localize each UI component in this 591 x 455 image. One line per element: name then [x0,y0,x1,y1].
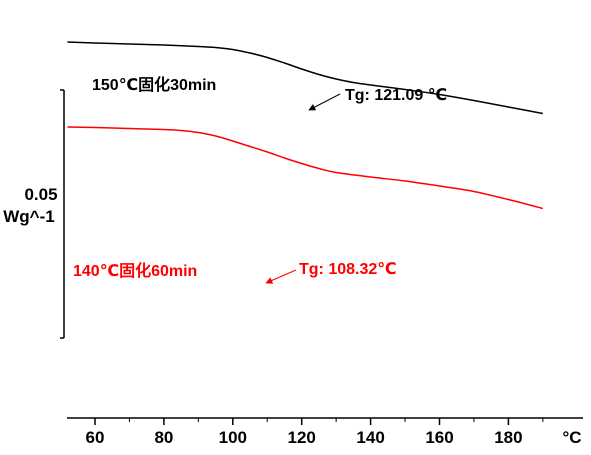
series-line-150c-30min [67,41,543,115]
tg-red-arrow [265,269,297,284]
scale-bar [60,89,65,339]
x-tick-label: 140 [356,428,384,447]
annotation-150c-cure: 150℃固化30min [92,75,216,94]
x-axis-ticks: 60 80 100 120 140 160 180 [86,418,544,447]
scale-bar-value: 0.05 [24,185,57,204]
annotation-tg-red: Tg: 108.32℃ [299,261,397,278]
x-tick-label: 100 [219,428,247,447]
annotation-tg-black: Tg: 121.09 ℃ [345,87,447,104]
series-line-140c-60min [67,126,543,210]
tg-black-arrow [308,93,341,111]
scale-bar-unit: Wg^-1 [3,207,54,226]
x-tick-label: 120 [288,428,316,447]
x-tick-label: 80 [154,428,173,447]
annotation-140c-cure: 140℃固化60min [73,261,197,280]
x-tick-label: 60 [86,428,105,447]
x-unit-label: °C [562,428,581,447]
x-tick-label: 160 [425,428,453,447]
x-tick-label: 180 [494,428,522,447]
